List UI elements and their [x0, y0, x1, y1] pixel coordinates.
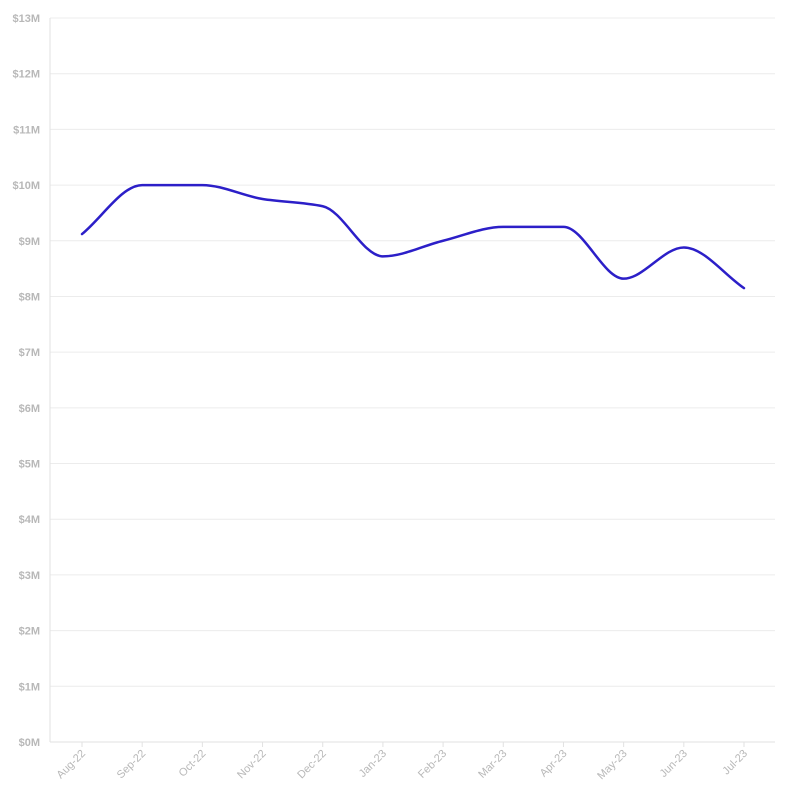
y-tick-label: $2M: [19, 626, 40, 638]
x-tick-label: Nov-22: [235, 748, 269, 782]
series-line: [80, 183, 746, 290]
y-tick-label: $4M: [19, 514, 40, 526]
y-tick-label: $11M: [13, 124, 40, 136]
x-tick-label: May-23: [595, 748, 629, 782]
axes: [49, 18, 775, 747]
x-tick-label: Jul-23: [720, 748, 750, 778]
x-tick-label: Jan-23: [357, 748, 389, 780]
x-tick-label: Dec-22: [295, 748, 329, 782]
y-tick-label: $8M: [19, 291, 40, 303]
y-axis-tick-labels: $0M $1M $2M $3M $4M $5M $6M $7M $8M $9M $10M $11M $1…: [12, 13, 40, 749]
y-tick-label: $5M: [19, 459, 40, 471]
y-tick-label: $6M: [19, 403, 40, 415]
series-lines: [80, 183, 746, 290]
x-tick-label: Sep-22: [115, 748, 149, 782]
y-tick-label: $9M: [19, 236, 40, 248]
y-tick-label: $7M: [19, 347, 40, 359]
x-tick-label: Oct-22: [177, 748, 209, 780]
y-tick-label: $10M: [12, 180, 40, 192]
x-tick-label: Feb-23: [416, 748, 449, 781]
x-tick-label: Apr-23: [538, 748, 570, 780]
grid-lines: [50, 17, 775, 687]
x-tick-label: Aug-22: [55, 748, 89, 782]
x-tick-label: Mar-23: [476, 748, 509, 781]
y-tick-label: $3M: [19, 570, 40, 582]
y-tick-label: $0M: [19, 737, 40, 749]
y-tick-label: $13M: [12, 13, 40, 25]
y-tick-label: $1M: [19, 681, 40, 693]
y-tick-label: $12M: [12, 69, 40, 81]
x-axis-tick-labels: Aug-22 Sep-22 Oct-22 Nov-22 Dec-22 Jan-23 Feb-…: [55, 748, 751, 782]
x-tick-label: Jun-23: [658, 748, 690, 780]
